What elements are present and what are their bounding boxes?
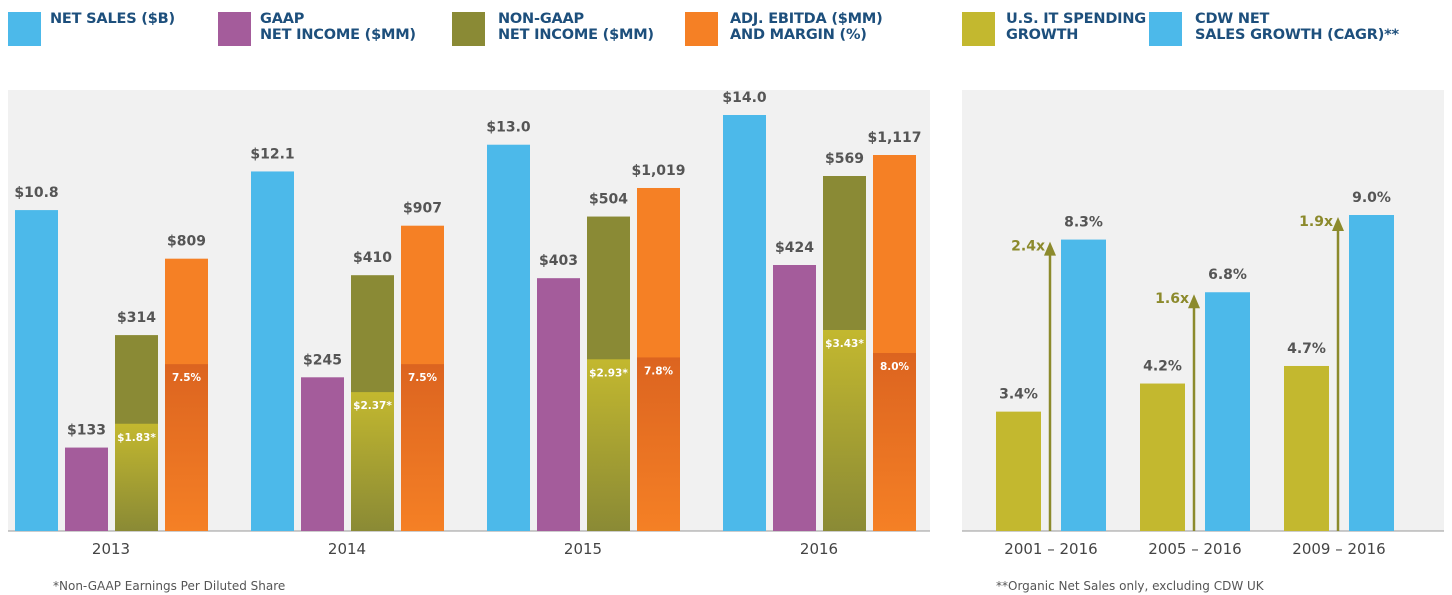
arrow-head (1044, 241, 1056, 256)
x-tick-label: 2014 (328, 540, 366, 558)
footnote: **Organic Net Sales only, excluding CDW … (996, 579, 1265, 593)
eps-label: $3.43* (825, 338, 864, 350)
value-label: $424 (775, 240, 814, 256)
margin-label: 8.0% (880, 361, 910, 373)
bar (1140, 383, 1185, 531)
value-label: $809 (167, 234, 206, 250)
value-label: $13.0 (486, 120, 531, 136)
multiplier-label: 1.6x (1155, 291, 1189, 307)
margin-label: 7.5% (172, 372, 202, 384)
value-label: $907 (403, 201, 442, 217)
value-label: 4.2% (1143, 359, 1182, 375)
legend-label: CDW NET SALES GROWTH (CAGR)** (1195, 11, 1399, 43)
value-label: 3.4% (999, 387, 1038, 403)
legend-swatch (452, 12, 485, 46)
margin-overlay (401, 364, 444, 531)
eps-overlay (587, 359, 630, 531)
value-label: 4.7% (1287, 341, 1326, 357)
arrow-head (1332, 217, 1344, 231)
value-label: $133 (67, 423, 106, 439)
arrow-head (1188, 294, 1200, 309)
legend-swatch (685, 12, 718, 46)
value-label: $12.1 (250, 146, 294, 162)
value-label: $245 (303, 352, 342, 368)
bar (301, 377, 344, 531)
legend-swatch (962, 12, 995, 46)
bar (537, 278, 580, 531)
value-label: 8.3% (1064, 215, 1103, 231)
bar (65, 447, 108, 531)
margin-overlay (165, 364, 208, 531)
multiplier-label: 2.4x (1011, 239, 1045, 255)
eps-label: $2.37* (353, 400, 392, 412)
bar (1205, 292, 1250, 531)
margin-label: 7.8% (644, 365, 674, 377)
bar (1061, 239, 1106, 532)
bar (487, 144, 530, 531)
legend-label: U.S. IT SPENDING GROWTH (1006, 11, 1146, 43)
bar (15, 210, 58, 532)
eps-label: $2.93* (589, 367, 628, 379)
x-tick-label: 2016 (800, 540, 838, 558)
legend-swatch (1149, 12, 1182, 46)
bar (1284, 365, 1329, 531)
bar (1349, 215, 1394, 531)
eps-overlay (823, 330, 866, 531)
footnote: *Non-GAAP Earnings Per Diluted Share (53, 579, 285, 593)
legend-swatch (8, 12, 41, 46)
legend-label: ADJ. EBITDA ($MM) AND MARGIN (%) (730, 11, 883, 43)
x-tick-label: 2009 – 2016 (1292, 540, 1385, 558)
eps-overlay (351, 392, 394, 531)
x-tick-label: 2001 – 2016 (1004, 540, 1097, 558)
eps-label: $1.83* (117, 432, 156, 444)
legend-label: GAAP NET INCOME ($MM) (260, 11, 416, 43)
value-label: 6.8% (1208, 267, 1247, 283)
multiplier-label: 1.9x (1299, 214, 1333, 230)
margin-overlay (637, 357, 680, 531)
value-label: $14.0 (722, 90, 767, 106)
bar (996, 411, 1041, 531)
value-label: 9.0% (1352, 190, 1391, 206)
bar (773, 265, 816, 531)
x-tick-label: 2005 – 2016 (1148, 540, 1241, 558)
value-label: $410 (353, 250, 392, 266)
value-label: $403 (539, 253, 578, 269)
legend-label: NON-GAAP NET INCOME ($MM) (498, 11, 654, 43)
value-label: $10.8 (14, 185, 58, 201)
bar (251, 171, 294, 531)
eps-overlay (115, 423, 158, 531)
x-tick-label: 2013 (92, 540, 130, 558)
value-label: $569 (825, 151, 864, 167)
x-tick-label: 2015 (564, 540, 602, 558)
bar (723, 115, 766, 531)
margin-overlay (873, 353, 916, 531)
legend-label: NET SALES ($B) (50, 11, 175, 27)
value-label: $1,117 (867, 130, 921, 146)
value-label: $1,019 (631, 163, 685, 179)
value-label: $314 (117, 310, 156, 326)
margin-label: 7.5% (408, 372, 438, 384)
legend-swatch (218, 12, 251, 46)
value-label: $504 (589, 192, 628, 208)
